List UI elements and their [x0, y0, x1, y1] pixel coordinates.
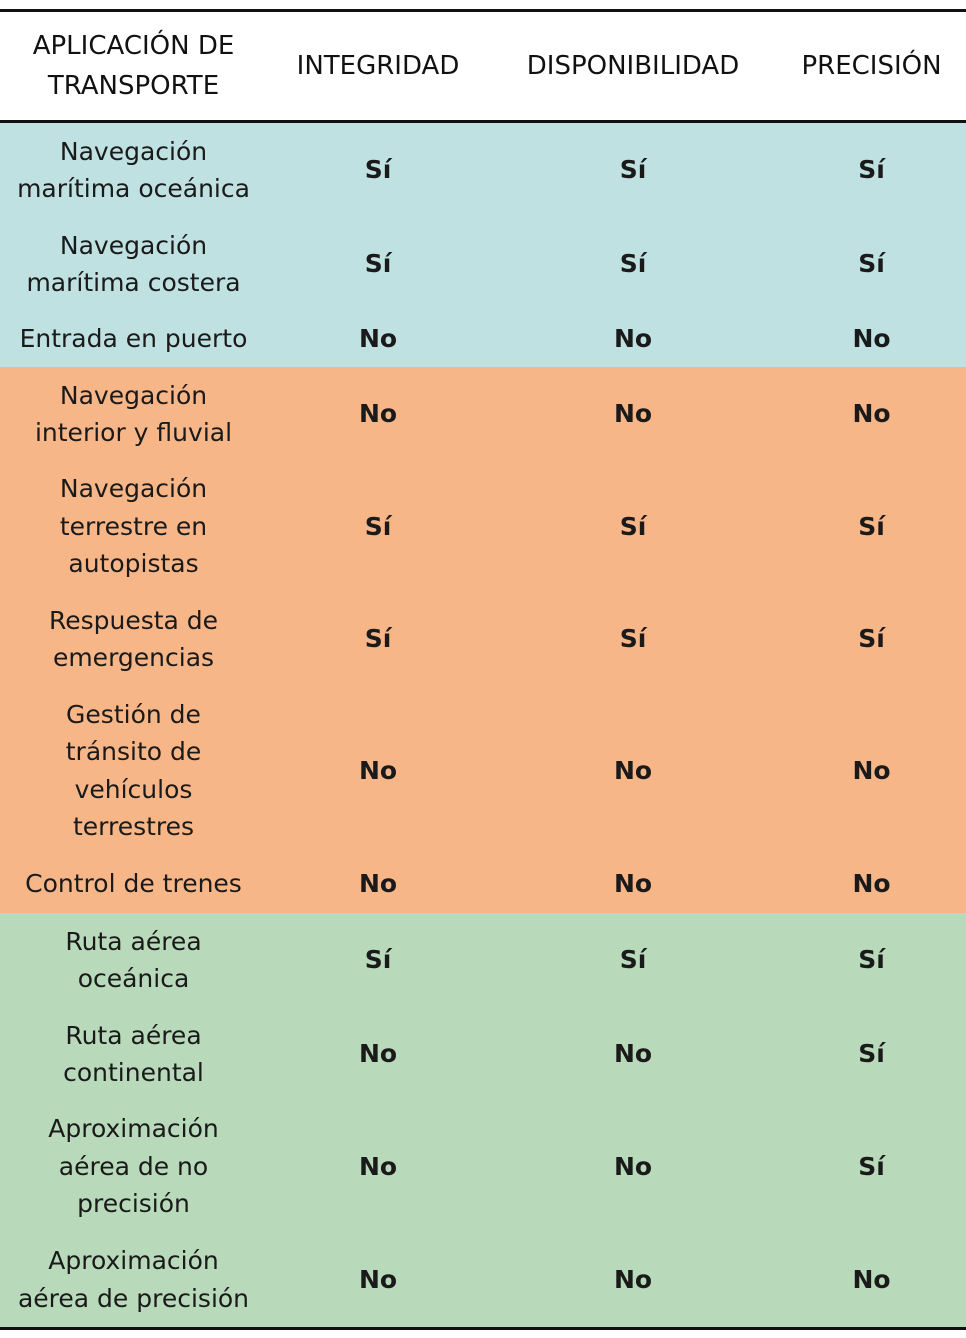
application-cell: Gestión de tránsito de vehículos terrest…: [65, 699, 202, 842]
integridad-cell: Sí: [364, 945, 392, 975]
table-row: Navegación terrestre en autopistas Sí Sí Sí: [0, 461, 966, 592]
table-row: Ruta aérea continental No No Sí: [0, 1007, 966, 1101]
table-row: Navegación marítima costera Sí Sí Sí: [0, 217, 966, 311]
table-row: Aproximación aérea de precisión No No No: [0, 1232, 966, 1327]
header-aplicacion: APLICACIÓN DE TRANSPORTE: [32, 31, 235, 101]
group-air: Ruta aérea oceánica Sí Sí Sí Ruta aérea cont…: [0, 913, 966, 1327]
application-cell: Navegación marítima oceánica: [17, 136, 250, 204]
disponibilidad-cell: No: [613, 755, 653, 785]
precision-cell: Sí: [858, 155, 885, 185]
integridad-cell: No: [358, 1151, 398, 1181]
table-row: Entrada en puerto No No No: [0, 311, 966, 367]
table-header: APLICACIÓN DE TRANSPORTE INTEGRIDAD DISP…: [0, 12, 966, 120]
precision-cell: Sí: [858, 945, 885, 975]
integridad-cell: No: [358, 1039, 398, 1069]
disponibilidad-cell: No: [613, 869, 653, 899]
header-integridad: INTEGRIDAD: [296, 51, 460, 81]
table-row: Navegación interior y fluvial No No No: [0, 367, 966, 461]
precision-cell: No: [852, 869, 891, 899]
application-cell: Navegación interior y fluvial: [34, 380, 233, 448]
disponibilidad-cell: No: [613, 324, 653, 354]
application-cell: Control de trenes: [25, 869, 242, 899]
integridad-cell: No: [358, 755, 398, 785]
header-rule: [0, 120, 966, 123]
integridad-cell: Sí: [364, 511, 392, 541]
integridad-cell: No: [358, 324, 398, 354]
disponibilidad-cell: Sí: [619, 249, 647, 279]
group-maritime: Navegación marítima oceánica Sí Sí Sí Navega…: [0, 123, 966, 367]
integridad-cell: Sí: [364, 624, 392, 654]
application-cell: Navegación marítima costera: [26, 230, 241, 298]
disponibilidad-cell: No: [613, 1039, 653, 1069]
integridad-cell: Sí: [364, 155, 392, 185]
group-land: Navegación interior y fluvial No No No Naveg…: [0, 367, 966, 913]
application-cell: Ruta aérea continental: [63, 1020, 204, 1088]
header-disponibilidad: DISPONIBILIDAD: [526, 51, 740, 81]
integridad-cell: No: [358, 399, 398, 429]
integridad-cell: No: [358, 869, 398, 899]
top-rule: [0, 9, 966, 12]
table-row: Gestión de tránsito de vehículos terrest…: [0, 686, 966, 855]
table-row: Ruta aérea oceánica Sí Sí Sí: [0, 913, 966, 1007]
application-cell: Aproximación aérea de no precisión: [48, 1114, 219, 1219]
disponibilidad-cell: No: [613, 1151, 653, 1181]
precision-cell: Sí: [858, 1151, 885, 1181]
table-row: Aproximación aérea de no precisión No No Sí: [0, 1101, 966, 1232]
application-cell: Entrada en puerto: [19, 324, 248, 354]
table-row: Navegación marítima oceánica Sí Sí Sí: [0, 123, 966, 217]
header-precision: PRECISIÓN: [801, 51, 942, 81]
disponibilidad-cell: No: [613, 399, 653, 429]
integridad-cell: No: [358, 1264, 398, 1294]
application-cell: Ruta aérea oceánica: [65, 926, 202, 994]
application-cell: Respuesta de emergencias: [48, 605, 219, 673]
precision-cell: No: [852, 1264, 891, 1294]
precision-cell: Sí: [858, 249, 885, 279]
disponibilidad-cell: Sí: [619, 945, 647, 975]
disponibilidad-cell: Sí: [619, 511, 647, 541]
table-row: Respuesta de emergencias Sí Sí Sí: [0, 592, 966, 686]
integridad-cell: Sí: [364, 249, 392, 279]
precision-cell: No: [852, 324, 891, 354]
table-row: Control de trenes No No No: [0, 855, 966, 913]
disponibilidad-cell: Sí: [619, 624, 647, 654]
precision-cell: No: [852, 399, 891, 429]
precision-cell: Sí: [858, 624, 885, 654]
application-cell: Aproximación aérea de precisión: [17, 1246, 250, 1313]
precision-cell: Sí: [858, 1039, 885, 1069]
precision-cell: Sí: [858, 511, 885, 541]
precision-cell: No: [852, 755, 891, 785]
bottom-rule: [0, 1327, 966, 1330]
disponibilidad-cell: No: [613, 1264, 653, 1294]
disponibilidad-cell: Sí: [619, 155, 647, 185]
application-cell: Navegación terrestre en autopistas: [59, 474, 208, 579]
